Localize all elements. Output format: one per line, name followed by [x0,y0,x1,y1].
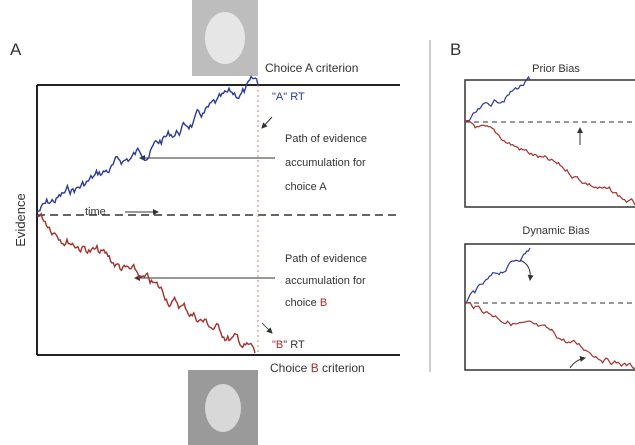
subpanel-frame [465,244,635,370]
panel-a: A Evidence time Choice A criterion "A" R… [10,0,400,445]
subpanel-title: Prior Bias [532,63,580,75]
criterion-label: Choice A criterion [265,61,358,75]
rt-label: "A" RT [272,91,305,103]
evidence-path-a [37,77,258,213]
portrait-face [205,384,241,432]
y-axis-label: Evidence [13,193,28,246]
criterion-label: Choice B criterion [270,361,365,375]
rt-part: " RT [283,339,305,351]
evidence-path-a [465,77,530,122]
note-line: Path of evidence [285,253,367,265]
path-note: Path of evidence accumulation for choice… [285,133,370,193]
time-label: time [85,206,106,218]
arrow [520,260,530,280]
path-note: Path of evidence accumulation for choice… [285,253,370,309]
panel-label: A [10,40,22,59]
evidence-path-b [465,303,635,369]
note-line-highlight: B [320,297,327,309]
arrow [262,323,272,333]
criterion-part: B [311,361,319,375]
panel-b: B Prior Bias Dynamic Bias [430,40,635,372]
subpanel-title: Dynamic Bias [522,225,590,237]
evidence-path-a [465,248,530,303]
note-line: choice A [285,181,327,193]
note-line: accumulation for [285,157,366,169]
evidence-path-b [465,121,635,205]
panel-label: B [450,40,461,59]
rt-part: B [276,339,283,351]
note-line: accumulation for [285,275,366,287]
arrow [262,117,272,128]
note-line: Path of evidence [285,133,367,145]
arrow [570,358,585,368]
portrait-face [205,12,245,64]
note-line: choice [285,297,320,309]
criterion-part: criterion [319,361,365,375]
evidence-path-b [37,214,255,353]
rt-label: "B" RT [272,339,305,351]
figure: A Evidence time Choice A criterion "A" R… [0,0,635,445]
criterion-part: Choice [270,361,311,375]
